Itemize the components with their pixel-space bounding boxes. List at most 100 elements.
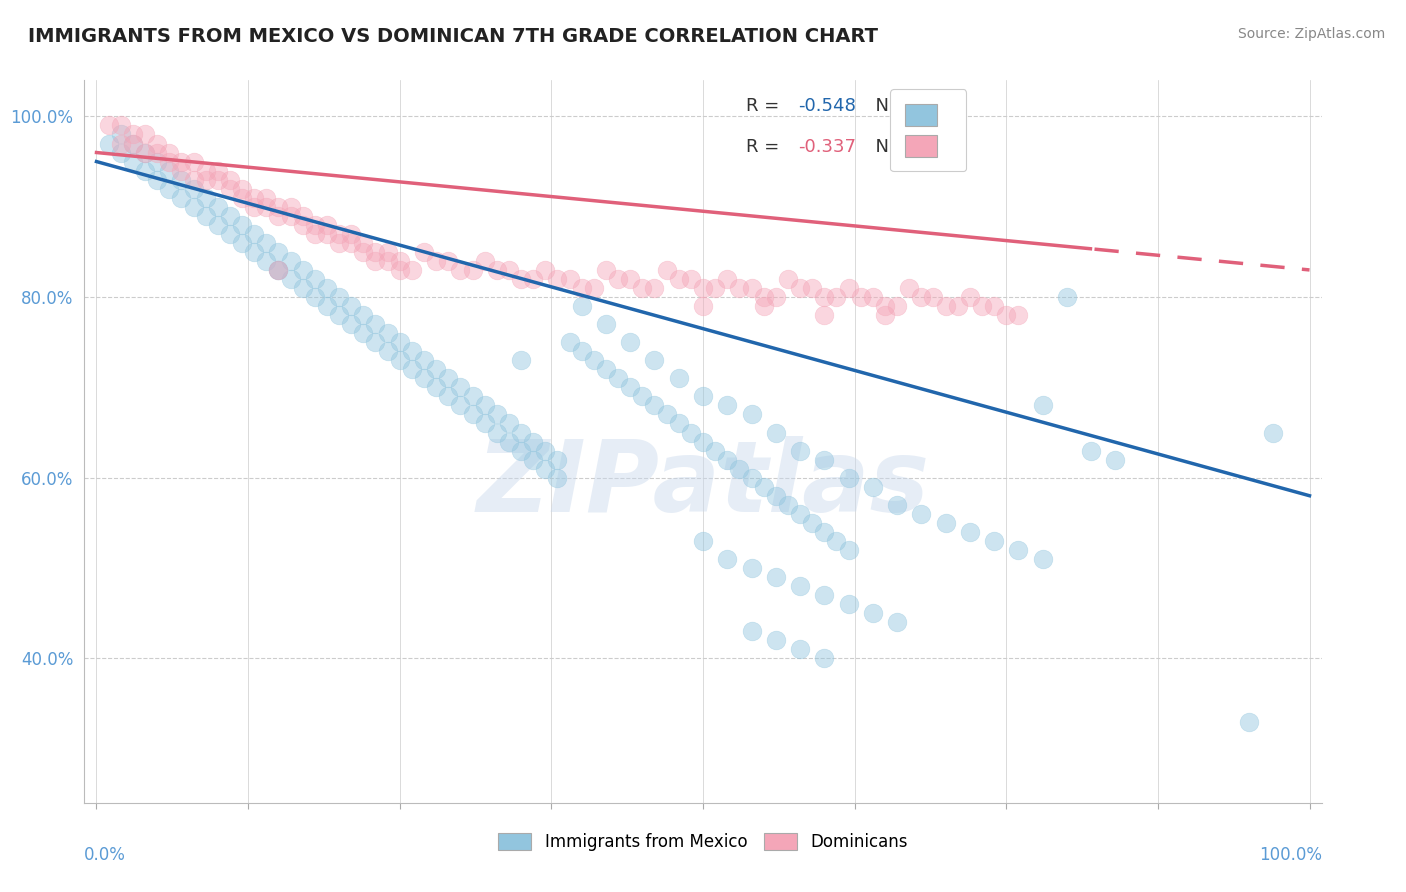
Point <box>254 235 277 250</box>
Point <box>922 290 945 304</box>
Point <box>304 290 326 304</box>
Point <box>838 542 860 557</box>
Point <box>935 299 957 313</box>
Point <box>813 524 835 539</box>
Point <box>219 172 242 186</box>
Point <box>716 398 738 412</box>
Point <box>862 290 884 304</box>
Text: N =: N = <box>863 96 915 114</box>
Point <box>995 308 1018 322</box>
Point <box>474 417 496 431</box>
Point <box>461 263 484 277</box>
Point <box>801 281 824 295</box>
Point <box>267 244 290 259</box>
Point <box>267 263 290 277</box>
Text: R =: R = <box>747 96 786 114</box>
Point <box>959 524 981 539</box>
Point <box>352 308 374 322</box>
Point <box>304 218 326 232</box>
Point <box>170 154 193 169</box>
Point <box>765 570 787 584</box>
Point <box>679 272 702 286</box>
Text: 139: 139 <box>920 96 953 114</box>
Text: ZIPatlas: ZIPatlas <box>477 436 929 533</box>
Point <box>328 290 350 304</box>
Point <box>328 308 350 322</box>
Point <box>704 281 727 295</box>
Point <box>340 317 363 331</box>
Point <box>655 408 678 422</box>
Point <box>668 272 690 286</box>
Point <box>813 452 835 467</box>
Point <box>122 128 145 142</box>
Point <box>219 209 242 223</box>
Point <box>461 408 484 422</box>
Point <box>498 417 520 431</box>
Point <box>522 434 544 449</box>
Point <box>485 425 508 440</box>
Point <box>340 227 363 241</box>
Point <box>510 425 533 440</box>
Point <box>291 209 314 223</box>
Point <box>607 272 630 286</box>
Point <box>752 299 775 313</box>
Point <box>534 443 557 458</box>
Point <box>789 507 811 521</box>
Point <box>110 136 132 151</box>
Point <box>194 209 217 223</box>
Point <box>437 253 460 268</box>
Point <box>534 461 557 475</box>
Point <box>280 209 302 223</box>
Point <box>765 425 787 440</box>
Point <box>1104 452 1126 467</box>
Point <box>582 281 605 295</box>
Point <box>388 353 411 368</box>
Point <box>765 633 787 648</box>
Point <box>449 398 471 412</box>
Point <box>170 191 193 205</box>
Point <box>280 200 302 214</box>
Point <box>789 642 811 657</box>
Point <box>546 452 568 467</box>
Point <box>898 281 921 295</box>
Text: -0.337: -0.337 <box>799 137 856 156</box>
Text: 0.0%: 0.0% <box>84 847 127 864</box>
Point <box>461 389 484 403</box>
Point <box>692 281 714 295</box>
Point <box>752 480 775 494</box>
Point <box>692 299 714 313</box>
Point <box>231 218 253 232</box>
Point <box>207 172 229 186</box>
Point <box>946 299 969 313</box>
Point <box>741 281 763 295</box>
Point <box>655 263 678 277</box>
Point <box>862 606 884 620</box>
Point <box>679 425 702 440</box>
Point <box>291 218 314 232</box>
Point <box>413 244 436 259</box>
Point <box>813 308 835 322</box>
Point <box>352 244 374 259</box>
Point <box>388 335 411 350</box>
Text: -0.548: -0.548 <box>799 96 856 114</box>
Point <box>1032 398 1054 412</box>
Point <box>134 145 156 160</box>
Point <box>134 145 156 160</box>
Point <box>959 290 981 304</box>
Point <box>789 579 811 593</box>
Point <box>110 119 132 133</box>
Point <box>765 489 787 503</box>
Point <box>849 290 872 304</box>
Point <box>291 263 314 277</box>
Point <box>789 281 811 295</box>
Point <box>146 136 169 151</box>
Point <box>170 163 193 178</box>
Text: 105: 105 <box>920 137 953 156</box>
Text: R =: R = <box>747 137 786 156</box>
Text: IMMIGRANTS FROM MEXICO VS DOMINICAN 7TH GRADE CORRELATION CHART: IMMIGRANTS FROM MEXICO VS DOMINICAN 7TH … <box>28 27 879 45</box>
Point <box>316 299 339 313</box>
Point <box>207 218 229 232</box>
Point <box>716 552 738 566</box>
Point <box>437 371 460 385</box>
Point <box>498 434 520 449</box>
